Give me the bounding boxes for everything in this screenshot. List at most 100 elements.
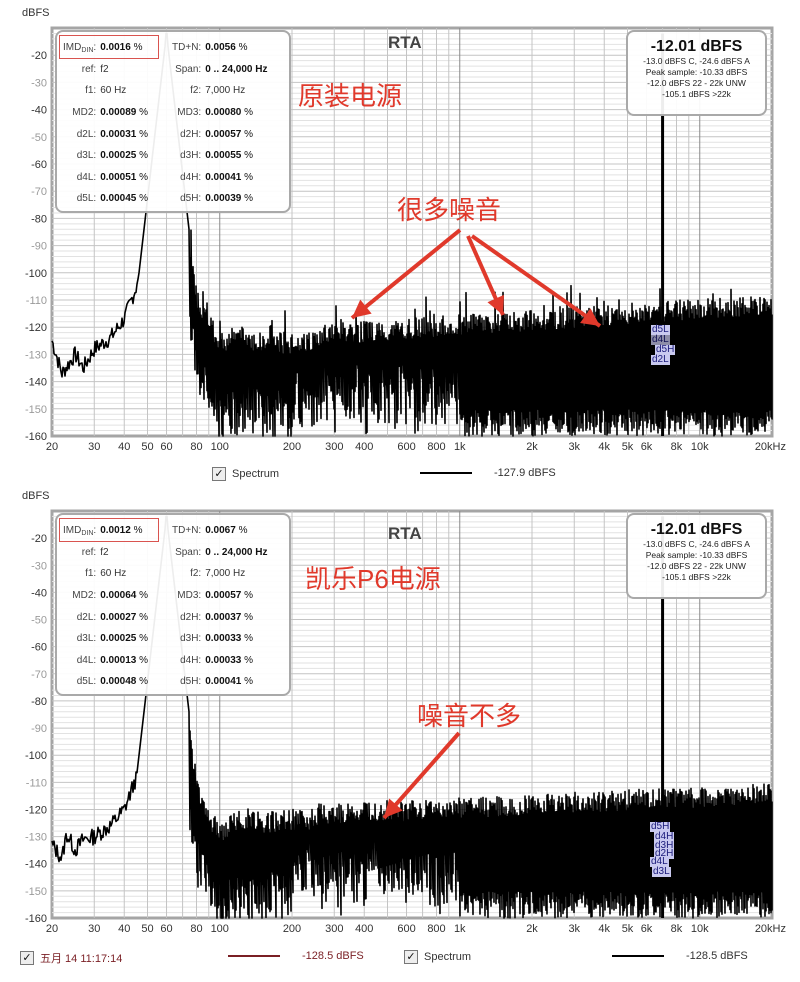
legend-spectrum[interactable]: ✓ Spectrum bbox=[212, 467, 279, 481]
svg-text:-40: -40 bbox=[31, 105, 47, 117]
svg-text:4k: 4k bbox=[598, 441, 610, 453]
imd-row: f1: 60 Hz f2: 7,000 Hz bbox=[61, 563, 269, 585]
legend-spectrum[interactable]: ✓ Spectrum bbox=[404, 950, 471, 964]
legend-overlay[interactable]: ✓ 五月 14 11:17:14 bbox=[20, 950, 122, 966]
imd-value: 0 .. 24,000 Hz bbox=[205, 63, 268, 75]
imd-value: 0.00057 % bbox=[205, 128, 254, 140]
imd-row: d3L: 0.00025 % d3H: 0.00055 % bbox=[61, 145, 269, 167]
harmonic-label: d5H bbox=[650, 821, 671, 832]
svg-text:200: 200 bbox=[283, 923, 301, 935]
svg-text:2k: 2k bbox=[526, 441, 538, 453]
svg-text:-90: -90 bbox=[31, 241, 47, 253]
imd-readout-box: IMDDIN: 0.0016 % TD+N: 0.0056 % ref: f2 Sp… bbox=[55, 30, 291, 213]
svg-text:800: 800 bbox=[427, 923, 445, 935]
svg-text:60: 60 bbox=[160, 923, 172, 935]
svg-text:50: 50 bbox=[141, 441, 153, 453]
svg-text:100: 100 bbox=[211, 441, 229, 453]
imd-value: 60 Hz bbox=[100, 85, 127, 97]
imd-value: 0 .. 24,000 Hz bbox=[205, 546, 268, 558]
overlay-checkbox[interactable]: ✓ bbox=[20, 951, 34, 965]
svg-text:-20: -20 bbox=[31, 533, 47, 545]
imd-value: 0.00033 % bbox=[205, 654, 254, 666]
imd-key: d4L: bbox=[76, 171, 97, 183]
imd-value: 0.00051 % bbox=[100, 171, 149, 183]
imd-key: d4L: bbox=[76, 654, 97, 666]
svg-text:-130: -130 bbox=[25, 349, 47, 361]
legend-spectrum-value: -127.9 dBFS bbox=[420, 467, 556, 479]
annotation-much-noise: 很多噪音 bbox=[397, 195, 502, 225]
svg-text:5k: 5k bbox=[622, 923, 634, 935]
svg-text:-120: -120 bbox=[25, 322, 47, 334]
svg-text:10k: 10k bbox=[691, 923, 709, 935]
imd-key: IMDDIN: bbox=[63, 524, 97, 537]
svg-text:400: 400 bbox=[355, 441, 373, 453]
svg-text:-150: -150 bbox=[25, 886, 47, 898]
level-line-1: -13.0 dBFS C, -24.6 dBFS A bbox=[643, 56, 750, 66]
harmonic-label: d3H bbox=[654, 840, 675, 851]
imd-row: d3L: 0.00025 % d3H: 0.00033 % bbox=[61, 628, 269, 650]
imd-value: 0.00055 % bbox=[205, 150, 254, 162]
svg-text:80: 80 bbox=[190, 923, 202, 935]
legend-spectrum-level: -127.9 dBFS bbox=[494, 467, 556, 479]
annotation-kaile-p6-psu: 凯乐P6电源 bbox=[305, 564, 441, 594]
svg-text:3k: 3k bbox=[568, 923, 580, 935]
svg-text:-160: -160 bbox=[25, 913, 47, 925]
harmonic-label: d4H bbox=[654, 831, 675, 842]
svg-text:-110: -110 bbox=[26, 777, 47, 789]
imd-key: f2: bbox=[190, 85, 202, 97]
imd-value: 0.0016 % bbox=[100, 42, 143, 54]
imd-row: d2L: 0.00027 % d2H: 0.00037 % bbox=[61, 606, 269, 628]
rta-title: RTA bbox=[388, 33, 422, 52]
imd-value: 0.00057 % bbox=[205, 590, 254, 602]
svg-text:-110: -110 bbox=[26, 295, 47, 307]
tdn-value: 0.0056 % bbox=[205, 42, 248, 54]
imd-value: 0.00041 % bbox=[205, 171, 254, 183]
spectrum-checkbox[interactable]: ✓ bbox=[212, 467, 226, 481]
level-line-3: -12.0 dBFS 22 - 22k UNW bbox=[647, 561, 746, 571]
svg-text:5k: 5k bbox=[622, 441, 634, 453]
svg-text:20: 20 bbox=[46, 441, 58, 453]
svg-text:800: 800 bbox=[427, 441, 445, 453]
annotation-original-psu: 原装电源 bbox=[298, 81, 403, 111]
svg-text:-70: -70 bbox=[31, 186, 47, 198]
legend-spectrum-level: -128.5 dBFS bbox=[686, 950, 748, 962]
imd-key: MD3: bbox=[177, 590, 202, 602]
svg-text:-90: -90 bbox=[31, 723, 47, 735]
imd-value: 0.00045 % bbox=[100, 193, 149, 205]
legend-line-swatch bbox=[612, 955, 664, 957]
imd-row: d4L: 0.00013 % d4H: 0.00033 % bbox=[61, 650, 269, 672]
svg-text:-50: -50 bbox=[31, 615, 47, 627]
svg-text:20kHz: 20kHz bbox=[755, 923, 786, 935]
harmonic-label: d4L bbox=[650, 856, 669, 867]
imd-key: d2H: bbox=[180, 128, 202, 140]
imd-table: IMDDIN: 0.0016 % TD+N: 0.0056 % ref: f2 Sp… bbox=[61, 37, 269, 210]
svg-text:-30: -30 bbox=[31, 560, 47, 572]
imd-value: f2 bbox=[100, 63, 109, 75]
svg-text:-30: -30 bbox=[31, 77, 47, 89]
svg-text:-50: -50 bbox=[31, 132, 47, 144]
imd-value: 0.00064 % bbox=[100, 590, 149, 602]
bottom-rta-panel: dBFS -20 -30 -40 -50 -60 -70 -80 -90 -100 -110 -120… bbox=[0, 491, 800, 982]
svg-text:3k: 3k bbox=[568, 441, 580, 453]
svg-text:-100: -100 bbox=[25, 750, 47, 762]
imd-row: ref: f2 Span: 0 .. 24,000 Hz bbox=[61, 59, 269, 81]
svg-text:20: 20 bbox=[46, 923, 58, 935]
harmonic-label: d2L bbox=[651, 354, 670, 365]
tdn-value: 0.0067 % bbox=[205, 525, 248, 537]
imd-key: d3L: bbox=[76, 150, 97, 162]
legend-overlay-value: -128.5 dBFS bbox=[228, 950, 364, 962]
top-rta-panel: dBFS -20 -30 -40 -50 -60 -70 -80 -90 -100 -110 -120… bbox=[22, 7, 786, 481]
legend-spectrum-label: Spectrum bbox=[424, 951, 472, 963]
level-line-2: Peak sample: -10.33 dBFS bbox=[645, 67, 748, 77]
svg-text:-140: -140 bbox=[25, 377, 47, 389]
imd-row: MD2: 0.00064 % MD3: 0.00057 % bbox=[61, 585, 269, 607]
svg-text:4k: 4k bbox=[598, 923, 610, 935]
imd-key: d3L: bbox=[76, 633, 97, 645]
imd-value: 0.0012 % bbox=[100, 525, 143, 537]
svg-text:-70: -70 bbox=[31, 669, 47, 681]
imd-highlight bbox=[59, 518, 159, 542]
imd-value: 0.00037 % bbox=[205, 611, 254, 623]
svg-text:-80: -80 bbox=[31, 213, 47, 225]
svg-text:-140: -140 bbox=[25, 859, 47, 871]
spectrum-checkbox[interactable]: ✓ bbox=[404, 950, 418, 964]
